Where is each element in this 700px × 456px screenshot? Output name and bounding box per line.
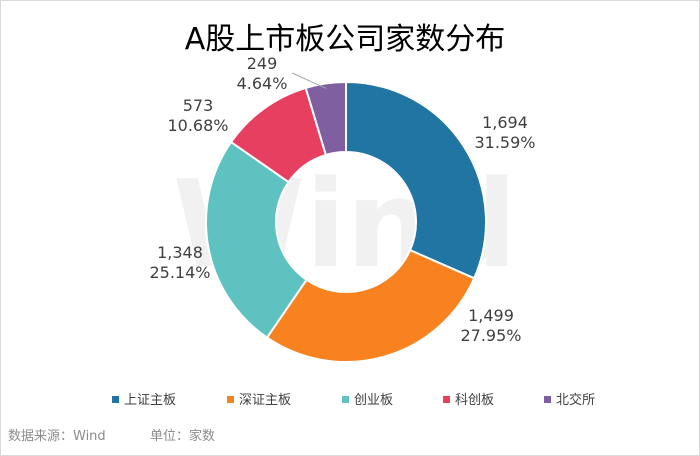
legend-swatch-1 xyxy=(112,396,119,403)
legend-label-4: 科创板 xyxy=(455,393,494,408)
percent-label-5: 4.64% xyxy=(237,74,288,93)
donut-slice-1 xyxy=(345,80,487,280)
value-label-1: 1,694 xyxy=(482,113,528,132)
legend-label-5: 北交所 xyxy=(556,392,595,408)
percent-label-2: 27.95% xyxy=(460,326,521,345)
legend-swatch-3 xyxy=(342,396,349,403)
legend-label-1: 上证主板 xyxy=(124,393,176,408)
percent-label-3: 25.14% xyxy=(149,263,210,282)
source-note: 数据来源：Wind xyxy=(8,429,106,444)
percent-label-4: 10.68% xyxy=(167,116,228,135)
donut-slice-2 xyxy=(265,248,476,363)
value-label-2: 1,499 xyxy=(468,306,514,325)
legend-label-3: 创业板 xyxy=(354,393,393,408)
legend: 上证主板 深证主板 创业板 科创板 北交所 xyxy=(112,392,595,408)
percent-label-1: 31.59% xyxy=(474,133,535,152)
legend-swatch-2 xyxy=(227,396,234,403)
donut-slice-3 xyxy=(205,140,308,339)
legend-swatch-5 xyxy=(544,396,551,403)
leader-line-5 xyxy=(291,72,327,89)
value-label-5: 249 xyxy=(247,54,278,73)
legend-swatch-4 xyxy=(443,396,450,403)
value-label-3: 1,348 xyxy=(157,243,203,262)
legend-label-2: 深证主板 xyxy=(239,393,291,408)
value-label-4: 573 xyxy=(183,96,214,115)
slices-group xyxy=(205,80,487,363)
chart-title: A股上市板公司家数分布 xyxy=(185,22,506,57)
unit-note: 单位：家数 xyxy=(150,428,215,444)
